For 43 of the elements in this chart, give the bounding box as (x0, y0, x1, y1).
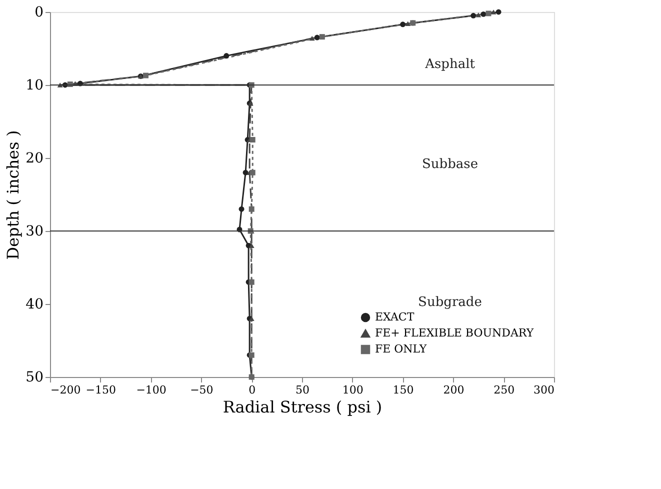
point (476, 12, 482, 18)
y-tick-label: 40 (26, 296, 44, 312)
x-tick-label: −50 (190, 384, 214, 396)
point (490, 10, 496, 14)
legend-label: FE+ FLEXIBLE BOUNDARY (375, 326, 534, 340)
y-tick-label: 0 (34, 4, 44, 20)
point (486, 10, 492, 16)
legend-label: EXACT (375, 310, 415, 324)
y-tick-label: 30 (26, 224, 44, 240)
x-tick-label: 0 (248, 384, 256, 396)
point (314, 34, 320, 40)
x-tick-label: 100 (342, 384, 364, 396)
annotation: Subbase (422, 157, 478, 172)
x-axis-title: Radial Stress ( psi ) (222, 398, 382, 416)
annotation: Subgrade (418, 295, 482, 310)
x-tick-label: 50 (296, 384, 310, 396)
x-tick-label: 300 (534, 384, 554, 396)
point (238, 206, 244, 212)
point (319, 34, 325, 40)
point (248, 243, 254, 248)
point (250, 137, 256, 142)
y-tick-label: 10 (26, 78, 44, 94)
point (400, 22, 406, 28)
point (143, 72, 148, 78)
point (496, 9, 502, 15)
point (470, 12, 476, 18)
x-tick-label: −100 (136, 384, 166, 396)
x-tick-label: −150 (86, 384, 116, 396)
point (250, 170, 256, 176)
point (309, 36, 315, 41)
x-tick-label: 250 (494, 384, 515, 396)
legend-label: FE ONLY (375, 342, 428, 356)
y-tick-label: 20 (26, 150, 44, 166)
point (224, 53, 230, 59)
x-tick-label: −200 (50, 384, 81, 396)
x-tick-label: 150 (392, 384, 414, 396)
point (480, 11, 486, 17)
y-axis-title: Depth ( inches ) (4, 130, 23, 260)
point (242, 170, 248, 176)
y-tick-label: 50 (26, 370, 44, 386)
annotation: Asphalt (424, 57, 476, 72)
point (405, 21, 411, 26)
x-tick-label: 200 (443, 384, 464, 396)
